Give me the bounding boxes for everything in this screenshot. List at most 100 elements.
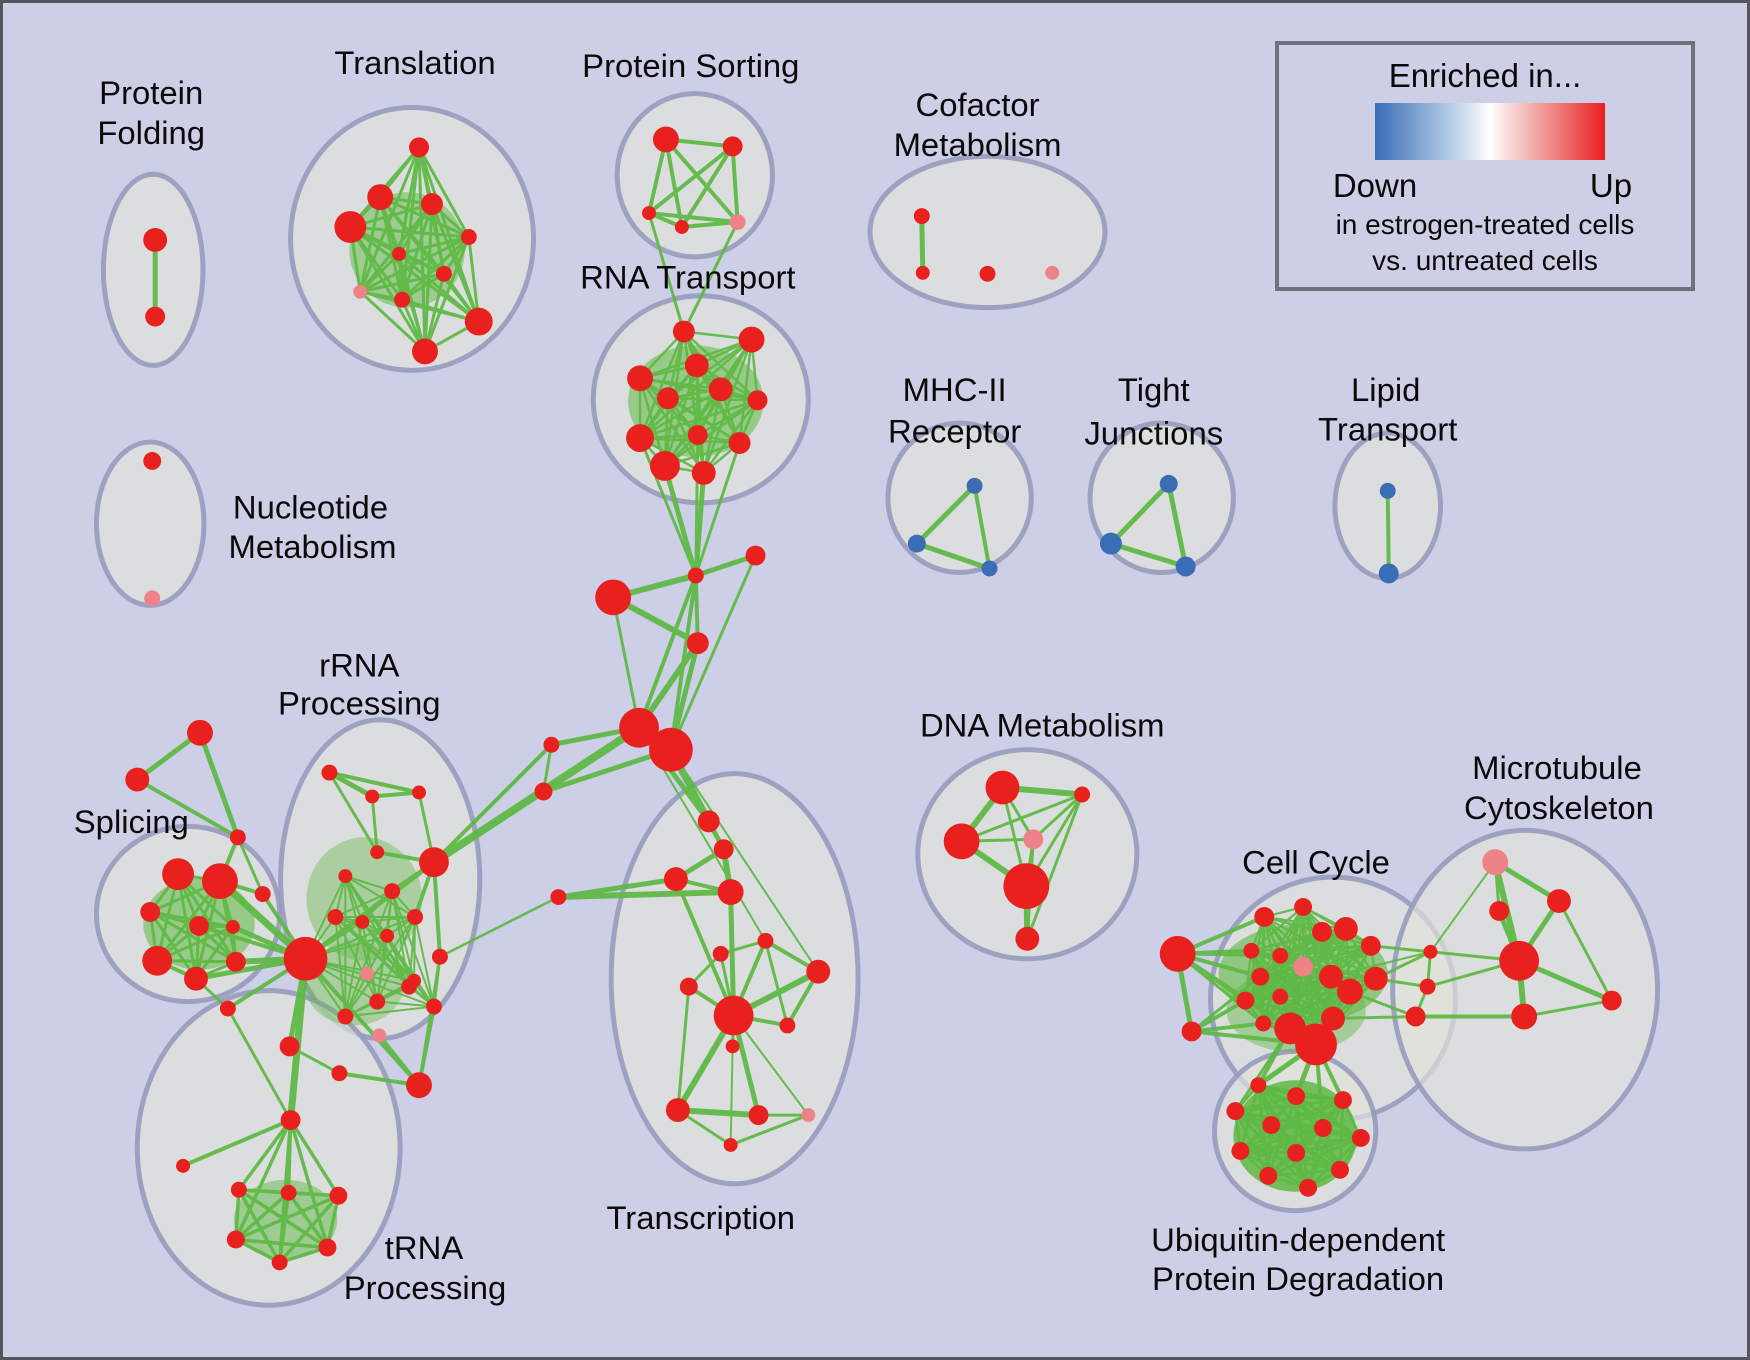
gene-set-node-tc8[interactable] [679,977,698,996]
gene-set-node-r12[interactable] [431,948,448,965]
gene-set-node-k5[interactable] [226,1230,245,1249]
gene-set-node-r3[interactable] [412,785,426,800]
gene-set-node-t7[interactable] [435,265,452,282]
gene-set-node-rt2[interactable] [738,326,765,353]
gene-set-node-tc14[interactable] [801,1108,816,1123]
gene-set-node-u3[interactable] [1333,1091,1352,1110]
gene-set-node-rt12[interactable] [691,460,716,485]
gene-set-node-u11[interactable] [1259,1166,1278,1185]
gene-set-node-sp6[interactable] [142,945,173,976]
gene-set-node-ch2[interactable] [745,545,766,566]
gene-set-node-k2[interactable] [230,1181,247,1198]
gene-set-node-t10[interactable] [464,307,493,336]
gene-set-node-sp4[interactable] [189,915,209,936]
gene-set-node-u1[interactable] [1250,1077,1267,1094]
gene-set-node-rt6[interactable] [708,377,733,402]
gene-set-node-cc13[interactable] [1236,991,1255,1010]
gene-set-node-rt11[interactable] [649,451,680,481]
gene-set-node-r6[interactable] [338,869,353,884]
gene-set-node-r22[interactable] [279,1036,300,1057]
gene-set-node-tc2[interactable] [713,839,734,860]
gene-set-node-mt7[interactable] [1405,1006,1426,1027]
gene-set-node-u12[interactable] [1299,1178,1318,1197]
gene-set-node-r5[interactable] [419,847,449,878]
gene-set-node-r4[interactable] [370,845,385,860]
gene-set-node-r17[interactable] [425,998,442,1015]
gene-set-node-c3[interactable] [979,265,996,282]
gene-set-node-s1[interactable] [543,736,560,753]
gene-set-node-sp10[interactable] [219,1000,236,1017]
gene-set-node-ch4[interactable] [686,632,709,655]
gene-set-node-sp5[interactable] [225,919,240,934]
gene-set-node-r8[interactable] [327,908,344,925]
gene-set-node-hub1[interactable] [619,707,659,748]
gene-set-node-u7[interactable] [1351,1129,1370,1147]
gene-set-node-k1[interactable] [176,1158,191,1173]
gene-set-node-tc0[interactable] [550,889,567,906]
gene-set-node-mt1[interactable] [1482,849,1509,876]
gene-set-node-cc6[interactable] [1272,947,1289,964]
gene-set-node-cc18[interactable] [1321,1006,1345,1031]
gene-set-node-rt7[interactable] [747,390,768,411]
gene-set-node-cc4[interactable] [1294,898,1313,916]
gene-set-node-d3[interactable] [943,823,980,860]
gene-set-node-cc12[interactable] [1319,964,1343,989]
gene-set-node-t6[interactable] [392,246,407,261]
gene-set-node-p2[interactable] [722,136,743,157]
gene-set-node-rt8[interactable] [626,424,654,453]
gene-set-node-k6[interactable] [318,1238,337,1257]
gene-set-node-tc4[interactable] [717,879,744,906]
gene-set-node-u10[interactable] [1330,1160,1349,1179]
gene-set-node-tr2[interactable] [125,767,150,792]
gene-set-node-cc17[interactable] [1255,1015,1272,1032]
gene-set-node-m3[interactable] [981,560,998,577]
gene-set-node-sp1[interactable] [162,858,195,891]
gene-set-node-ch1[interactable] [687,567,704,584]
gene-set-node-pf1[interactable] [143,228,168,252]
gene-set-node-t3[interactable] [367,184,394,211]
gene-set-node-c1[interactable] [913,208,930,225]
gene-set-node-k3[interactable] [280,1184,297,1201]
gene-set-node-tc6[interactable] [712,945,729,962]
gene-set-node-sp9[interactable] [254,886,271,903]
gene-set-node-t2[interactable] [334,211,367,243]
gene-set-node-tc9[interactable] [713,995,754,1036]
gene-set-node-tc10[interactable] [779,1017,796,1034]
gene-set-node-mt6[interactable] [1419,978,1436,995]
gene-set-node-t8[interactable] [353,284,368,299]
gene-set-node-t5[interactable] [460,228,477,245]
gene-set-node-cc8[interactable] [1333,916,1358,941]
gene-set-node-mt8[interactable] [1511,1003,1538,1030]
gene-set-node-u2[interactable] [1287,1087,1306,1106]
gene-set-node-rt1[interactable] [672,320,695,343]
gene-set-node-ch3[interactable] [595,579,632,616]
gene-set-node-rt10[interactable] [728,432,751,455]
gene-set-node-cc9[interactable] [1360,935,1381,956]
gene-set-node-t4[interactable] [421,193,443,216]
gene-set-node-rt9[interactable] [687,425,708,446]
gene-set-node-d2[interactable] [1074,786,1091,803]
gene-set-node-tc5[interactable] [757,932,774,949]
gene-set-node-n2[interactable] [144,590,161,607]
gene-set-node-H[interactable] [283,936,328,981]
gene-set-node-u4[interactable] [1226,1102,1245,1121]
gene-set-node-r2[interactable] [365,789,380,804]
gene-set-node-p4[interactable] [674,220,689,234]
gene-set-node-rt4[interactable] [627,365,653,392]
gene-set-node-c2[interactable] [915,265,930,280]
gene-set-node-tc13[interactable] [748,1105,769,1126]
gene-set-node-mt3[interactable] [1489,901,1510,921]
gene-set-node-sp8[interactable] [225,951,246,972]
gene-set-node-mt9[interactable] [1601,990,1622,1011]
gene-set-node-t11[interactable] [412,338,438,365]
gene-set-node-sp3[interactable] [140,902,161,922]
gene-set-node-d6[interactable] [1015,926,1040,951]
gene-set-node-cc5[interactable] [1243,942,1260,959]
gene-set-node-tc1[interactable] [697,810,720,833]
gene-set-node-u6[interactable] [1314,1119,1332,1137]
gene-set-node-k4[interactable] [329,1186,348,1205]
gene-set-node-cc2[interactable] [1181,1021,1202,1042]
gene-set-node-hub2[interactable] [649,727,693,772]
gene-set-node-pf2[interactable] [145,306,166,327]
gene-set-node-cc7[interactable] [1312,921,1332,942]
